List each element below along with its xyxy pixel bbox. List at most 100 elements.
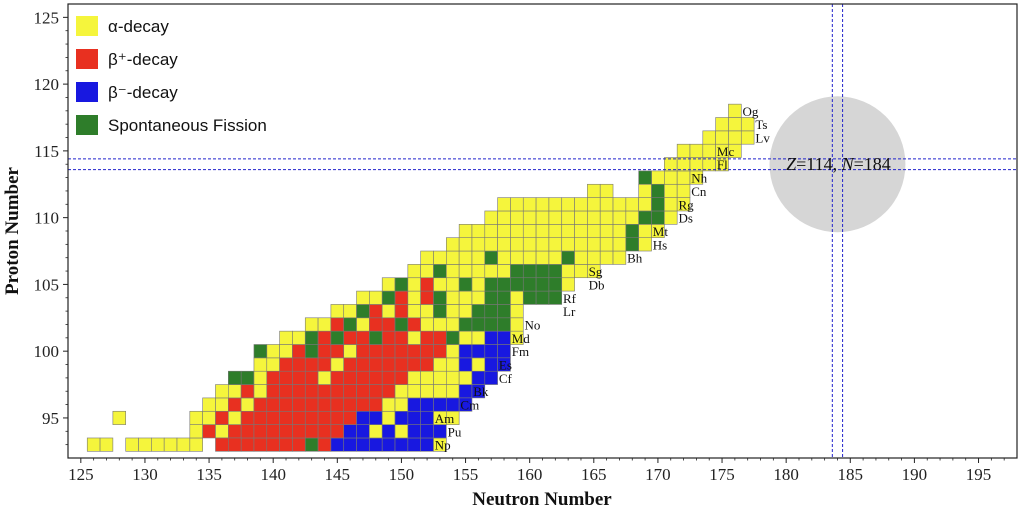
x-tick-label: 190 xyxy=(902,465,928,484)
nuclide-cell-beta-minus xyxy=(458,384,473,399)
nuclide-cell-alpha xyxy=(702,143,716,158)
nuclide-cell-alpha xyxy=(446,290,460,305)
y-tick-label: 115 xyxy=(34,142,59,161)
nuclide-cell-alpha xyxy=(356,317,370,332)
nuclide-cell-beta-plus xyxy=(317,410,332,425)
nuclide-cell-beta-plus xyxy=(292,410,306,425)
nuclide-cell-alpha xyxy=(561,264,575,279)
nuclide-cell-alpha xyxy=(407,370,421,385)
nuclide-cell-alpha xyxy=(228,410,242,425)
nuclide-cell-beta-minus xyxy=(420,410,434,425)
nuclide-cell-alpha xyxy=(420,370,434,385)
element-label-hs: Hs xyxy=(653,237,667,252)
x-tick-label: 160 xyxy=(517,465,543,484)
element-label-bk: Bk xyxy=(473,384,489,399)
legend-label-beta-minus: β⁻-decay xyxy=(108,83,178,102)
nuclide-cell-alpha xyxy=(612,250,627,265)
nuclide-cell-alpha xyxy=(728,103,742,118)
nuclide-cell-beta-plus xyxy=(215,410,229,425)
nuclide-cell-alpha xyxy=(638,197,652,212)
nuclide-cell-alpha xyxy=(574,250,588,265)
x-axis-label: Neutron Number xyxy=(472,489,612,510)
nuclide-cell-beta-plus xyxy=(407,344,421,359)
y-tick-label: 95 xyxy=(42,409,59,428)
nuclide-cell-alpha xyxy=(510,250,524,265)
nuclide-cell-alpha xyxy=(599,237,614,252)
nuclide-cell-alpha xyxy=(381,304,396,319)
x-tick-label: 180 xyxy=(773,465,799,484)
nuclide-cell-alpha xyxy=(446,370,460,385)
nuclide-cell-alpha xyxy=(599,197,614,212)
stability-circle xyxy=(769,96,906,233)
element-label-es: Es xyxy=(499,358,512,373)
nuclide-cell-sf xyxy=(433,264,447,279)
nuclide-cell-beta-minus xyxy=(484,330,498,345)
element-label-no: No xyxy=(525,317,541,332)
legend-label-beta-plus: β⁺-decay xyxy=(108,50,178,69)
nuclide-cell-alpha xyxy=(522,250,537,265)
nuclide-cell-beta-plus xyxy=(394,290,409,305)
nuclide-cell-alpha xyxy=(638,237,652,252)
nuclide-cell-beta-plus xyxy=(343,397,357,412)
element-label-ts: Ts xyxy=(755,117,767,132)
nuclide-cell-alpha xyxy=(381,410,396,425)
guide-lines-layer xyxy=(68,4,1017,458)
nuclide-cell-beta-plus xyxy=(420,277,434,292)
nuclide-cell-alpha xyxy=(522,210,537,225)
nuclide-cell-alpha xyxy=(497,197,511,212)
element-label-og: Og xyxy=(743,104,759,119)
nuclide-cell-beta-plus xyxy=(266,410,280,425)
nuclide-cell-beta-plus xyxy=(381,370,396,385)
nuclide-cell-alpha xyxy=(535,237,550,252)
nuclide-cell-beta-minus xyxy=(407,410,421,425)
y-tick-label: 120 xyxy=(34,75,60,94)
nuclide-cell-alpha xyxy=(497,250,511,265)
nuclide-cell-alpha xyxy=(510,210,524,225)
nuclide-cell-beta-plus xyxy=(266,424,280,439)
nuclide-cell-beta-plus xyxy=(215,437,229,452)
nuclide-cell-beta-plus xyxy=(343,330,357,345)
nuclide-cell-alpha xyxy=(125,437,139,452)
nuclide-cell-beta-plus xyxy=(240,384,255,399)
nuclide-cell-sf xyxy=(381,290,396,305)
nuclide-cell-sf xyxy=(369,330,383,345)
nuclide-cell-alpha xyxy=(587,197,601,212)
nuclide-cell-sf xyxy=(510,264,524,279)
nuclide-cell-alpha xyxy=(664,170,678,185)
nuclide-cell-sf xyxy=(651,197,665,212)
nuclide-cell-beta-plus xyxy=(433,344,447,359)
nuclide-cell-alpha xyxy=(394,397,409,412)
nuclide-cell-alpha xyxy=(433,357,447,372)
nuclide-cell-alpha xyxy=(356,290,370,305)
nuclide-cell-alpha xyxy=(612,224,627,238)
nuclide-cell-alpha xyxy=(240,397,255,412)
nuclide-cell-alpha xyxy=(138,437,152,452)
nuclide-cell-beta-plus xyxy=(279,384,293,399)
nuclide-cell-alpha xyxy=(548,210,563,225)
nuclide-cell-beta-plus xyxy=(343,357,357,372)
nuclide-cell-alpha xyxy=(407,330,421,345)
nuclide-cell-alpha xyxy=(510,290,524,305)
nuclide-cell-alpha xyxy=(676,170,691,185)
nuclide-cell-sf xyxy=(228,370,242,385)
nuclide-cell-alpha xyxy=(163,437,178,452)
nuclide-cell-beta-minus xyxy=(433,424,447,439)
nuclide-cell-alpha xyxy=(471,250,486,265)
nuclide-cell-alpha xyxy=(458,224,473,238)
nuclide-cell-beta-plus xyxy=(369,304,383,319)
nuclide-cell-alpha xyxy=(458,250,473,265)
nuclide-cell-alpha xyxy=(420,304,434,319)
nuclide-cell-alpha xyxy=(471,237,486,252)
nuclide-cell-sf xyxy=(484,250,498,265)
nuclide-cell-beta-minus xyxy=(407,437,421,452)
nuclide-cell-beta-plus xyxy=(253,424,268,439)
nuclide-cell-sf xyxy=(484,317,498,332)
nuclide-cell-alpha xyxy=(446,344,460,359)
nuclide-cell-beta-plus xyxy=(292,384,306,399)
nuclide-cell-sf xyxy=(497,290,511,305)
nuclide-cell-beta-plus xyxy=(279,397,293,412)
nuclide-cell-sf xyxy=(510,277,524,292)
nuclide-cell-alpha xyxy=(189,437,203,452)
nuclide-cell-beta-plus xyxy=(381,384,396,399)
nuclide-cell-beta-minus xyxy=(343,437,357,452)
